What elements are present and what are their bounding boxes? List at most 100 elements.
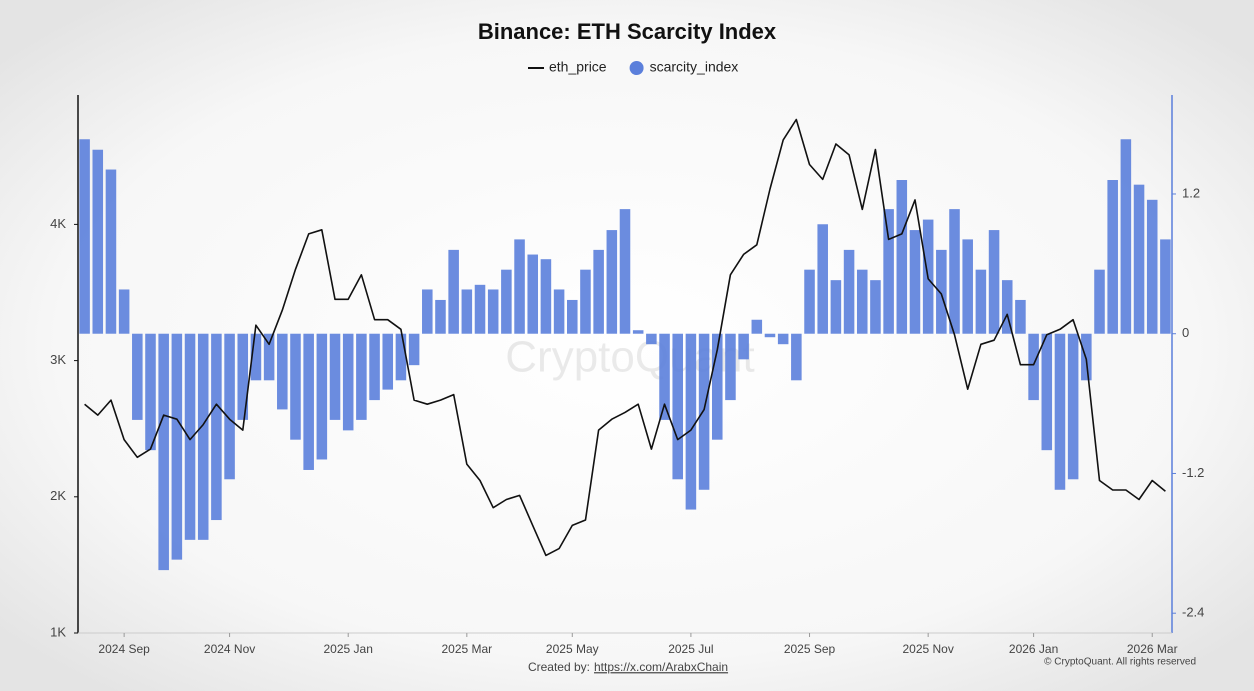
- bar: [250, 333, 262, 381]
- bar: [461, 289, 473, 334]
- bar: [1133, 184, 1145, 334]
- bar: [1028, 333, 1039, 401]
- bar: [501, 269, 512, 334]
- bar: [738, 333, 749, 360]
- bar: [1054, 333, 1066, 490]
- bar: [79, 139, 90, 334]
- y-tick-label: 1K: [50, 624, 66, 639]
- x-tick-label: 2025 Sep: [784, 642, 836, 656]
- bar: [1041, 333, 1053, 451]
- bar: [936, 249, 947, 334]
- bar: [830, 280, 842, 334]
- bar: [711, 333, 723, 440]
- bar: [567, 299, 578, 334]
- y2-tick-label: 1.2: [1182, 185, 1200, 200]
- y-tick-label: 3K: [50, 352, 66, 367]
- bar: [237, 333, 249, 420]
- bar: [290, 333, 301, 440]
- bar: [145, 333, 156, 451]
- bar: [817, 224, 828, 334]
- price-line: [84, 118, 1166, 557]
- x-tick-label: 2025 Jul: [668, 642, 713, 656]
- y-tick-label: 4K: [50, 216, 66, 231]
- legend-label: eth_price: [549, 59, 607, 75]
- bar: [659, 333, 670, 420]
- bar: [698, 333, 710, 490]
- bar: [1001, 280, 1013, 334]
- bar: [527, 254, 539, 334]
- y-tick-label: 2K: [50, 488, 66, 503]
- bar: [896, 180, 908, 334]
- bar: [672, 333, 683, 480]
- bar: [356, 333, 367, 420]
- bar: [263, 333, 275, 381]
- bar: [909, 230, 921, 334]
- x-tick-label: 2026 Mar: [1127, 642, 1178, 656]
- bar: [184, 333, 196, 540]
- bar: [725, 333, 736, 401]
- bar: [791, 333, 802, 381]
- bar: [606, 230, 618, 334]
- bar: [619, 209, 631, 334]
- x-tick-label: 2025 May: [546, 642, 599, 656]
- bar: [211, 333, 222, 521]
- bar: [277, 333, 288, 410]
- credit-label: Created by:: [528, 660, 590, 674]
- bar: [632, 330, 644, 334]
- bar: [1015, 299, 1026, 334]
- bar: [474, 284, 486, 334]
- legend-label: scarcity_index: [650, 59, 739, 75]
- bar: [777, 333, 789, 345]
- bar: [369, 333, 380, 401]
- bar: [342, 333, 354, 431]
- bar: [448, 249, 459, 334]
- bar: [1094, 269, 1105, 334]
- bar: [751, 319, 763, 334]
- copyright: © CryptoQuant. All rights reserved: [1044, 657, 1196, 668]
- bar: [316, 333, 328, 460]
- bar: [949, 209, 960, 334]
- bar: [1107, 180, 1118, 334]
- bar: [540, 259, 552, 334]
- bar: [224, 333, 235, 480]
- legend-swatch: [629, 61, 644, 75]
- bar: [422, 289, 433, 334]
- bar: [118, 289, 130, 334]
- bar: [303, 333, 314, 470]
- y2-tick-label: -1.2: [1182, 465, 1204, 480]
- bar: [685, 333, 697, 510]
- bar: [988, 230, 1000, 334]
- bar: [487, 289, 499, 334]
- bar: [329, 333, 341, 420]
- bar: [975, 269, 987, 334]
- bar: [962, 239, 973, 334]
- bar: [408, 333, 420, 366]
- bar: [580, 269, 591, 334]
- x-tick-label: 2024 Sep: [98, 642, 150, 656]
- x-tick-label: 2026 Jan: [1009, 642, 1058, 656]
- bar: [1120, 139, 1132, 334]
- bar: [1146, 199, 1158, 334]
- bar: [553, 289, 565, 334]
- bar: [514, 239, 525, 334]
- y2-tick-label: -2.4: [1182, 605, 1204, 620]
- bar: [870, 280, 881, 334]
- bar: [171, 333, 183, 560]
- bar: [843, 249, 855, 334]
- bar: [593, 249, 604, 334]
- bar: [883, 209, 894, 334]
- x-tick-label: 2025 Jan: [324, 642, 373, 656]
- bar: [197, 333, 209, 540]
- bar: [646, 333, 657, 345]
- bar: [1067, 333, 1079, 480]
- bar: [764, 333, 776, 338]
- bar: [382, 333, 394, 390]
- bar: [804, 269, 815, 334]
- bar: [132, 333, 143, 420]
- y2-tick-label: 0: [1182, 325, 1189, 340]
- bar: [158, 333, 169, 571]
- chart-title: Binance: ETH Scarcity Index: [478, 19, 777, 44]
- x-tick-label: 2025 Nov: [902, 642, 953, 656]
- credit-link[interactable]: https://x.com/ArabxChain: [594, 660, 728, 674]
